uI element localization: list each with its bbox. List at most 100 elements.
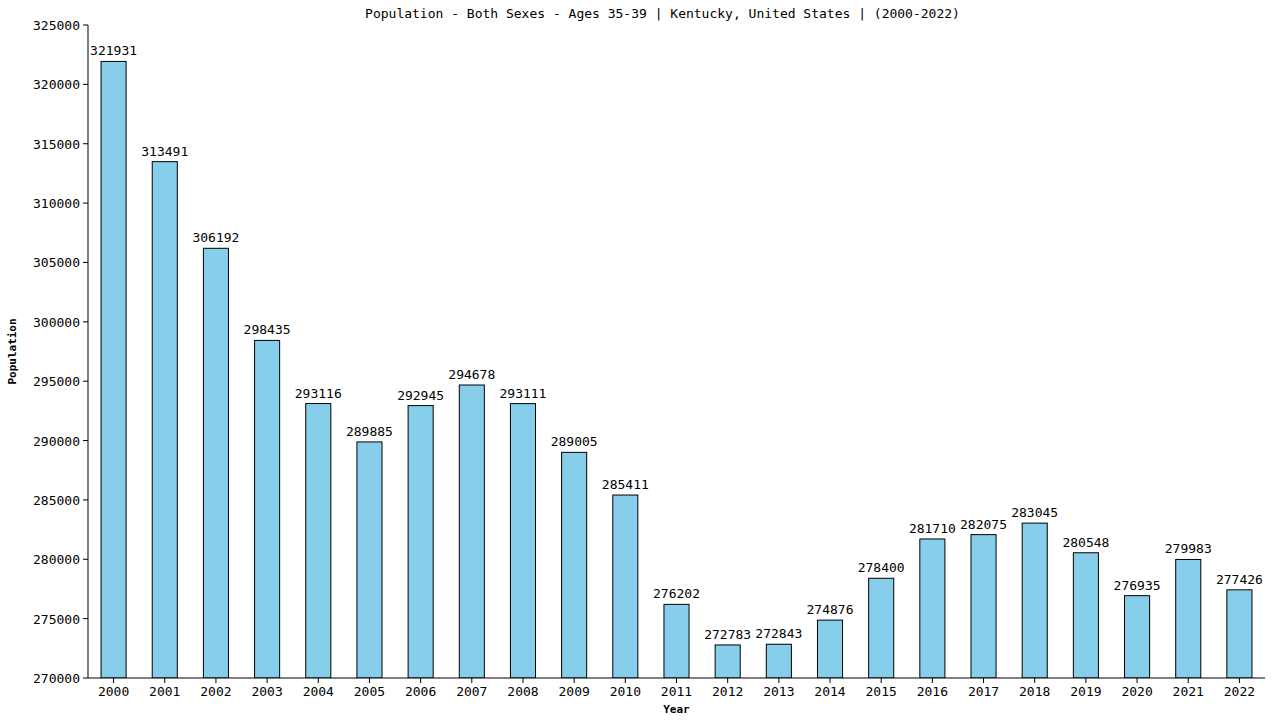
y-tick xyxy=(83,25,88,26)
bar xyxy=(1176,559,1201,678)
chart: Population - Both Sexes - Ages 35-39 | K… xyxy=(0,0,1280,720)
x-tick-label: 2022 xyxy=(1224,684,1255,699)
y-tick-label: 305000 xyxy=(33,255,80,270)
y-tick xyxy=(83,559,88,560)
x-tick xyxy=(1188,678,1189,683)
data-label: 277426 xyxy=(1216,572,1263,587)
bar xyxy=(255,340,280,678)
data-label: 274876 xyxy=(807,602,854,617)
x-tick-label: 2018 xyxy=(1019,684,1050,699)
x-tick-label: 2010 xyxy=(610,684,641,699)
data-label: 280548 xyxy=(1062,535,1109,550)
y-tick xyxy=(83,499,88,500)
bar xyxy=(562,452,587,678)
data-label: 306192 xyxy=(192,230,239,245)
data-label: 282075 xyxy=(960,517,1007,532)
x-tick xyxy=(369,678,370,683)
bar xyxy=(459,385,484,678)
bar xyxy=(715,645,740,678)
bar xyxy=(920,539,945,678)
x-tick xyxy=(318,678,319,683)
x-tick xyxy=(625,678,626,683)
x-tick-label: 2011 xyxy=(661,684,692,699)
x-tick xyxy=(932,678,933,683)
bar xyxy=(1073,553,1098,678)
y-tick xyxy=(83,143,88,144)
x-tick-label: 2001 xyxy=(149,684,180,699)
bar xyxy=(152,162,177,678)
x-tick-label: 2019 xyxy=(1070,684,1101,699)
y-tick xyxy=(83,84,88,85)
bar xyxy=(1022,523,1047,678)
data-label: 293116 xyxy=(295,386,342,401)
x-tick-label: 2000 xyxy=(98,684,129,699)
y-tick-label: 295000 xyxy=(33,374,80,389)
y-tick-label: 310000 xyxy=(33,196,80,211)
x-tick xyxy=(420,678,421,683)
bar xyxy=(971,535,996,678)
bar xyxy=(1125,596,1150,678)
y-tick-label: 275000 xyxy=(33,612,80,627)
x-tick xyxy=(881,678,882,683)
bar xyxy=(613,495,638,678)
x-tick xyxy=(1239,678,1240,683)
y-tick-label: 285000 xyxy=(33,493,80,508)
x-tick-label: 2007 xyxy=(456,684,487,699)
x-tick-label: 2013 xyxy=(763,684,794,699)
y-tick xyxy=(83,678,88,679)
x-tick-label: 2012 xyxy=(712,684,743,699)
y-tick xyxy=(83,203,88,204)
y-tick-label: 270000 xyxy=(33,671,80,686)
x-tick-label: 2014 xyxy=(814,684,845,699)
data-label: 272783 xyxy=(704,627,751,642)
bar xyxy=(306,404,331,678)
x-tick-label: 2002 xyxy=(200,684,231,699)
bar xyxy=(357,442,382,678)
data-label: 272843 xyxy=(755,626,802,641)
data-label: 285411 xyxy=(602,477,649,492)
x-tick xyxy=(676,678,677,683)
data-label: 293111 xyxy=(499,386,546,401)
x-tick xyxy=(522,678,523,683)
bar xyxy=(664,604,689,678)
y-axis xyxy=(88,25,89,678)
y-tick-label: 300000 xyxy=(33,315,80,330)
x-tick xyxy=(164,678,165,683)
data-label: 321931 xyxy=(90,43,137,58)
y-tick-label: 315000 xyxy=(33,137,80,152)
y-tick-label: 320000 xyxy=(33,77,80,92)
bar xyxy=(510,404,535,678)
y-tick xyxy=(83,381,88,382)
x-tick-label: 2006 xyxy=(405,684,436,699)
x-tick-label: 2016 xyxy=(917,684,948,699)
x-tick xyxy=(727,678,728,683)
data-label: 279983 xyxy=(1165,541,1212,556)
y-tick-label: 290000 xyxy=(33,434,80,449)
data-label: 276202 xyxy=(653,586,700,601)
x-tick-label: 2020 xyxy=(1121,684,1152,699)
y-tick xyxy=(83,321,88,322)
y-tick-label: 325000 xyxy=(33,18,80,33)
data-label: 281710 xyxy=(909,521,956,536)
bar xyxy=(203,248,228,678)
x-tick xyxy=(1034,678,1035,683)
data-label: 298435 xyxy=(244,322,291,337)
data-label: 276935 xyxy=(1114,578,1161,593)
bar xyxy=(1227,590,1252,678)
data-label: 289885 xyxy=(346,424,393,439)
x-tick-label: 2009 xyxy=(558,684,589,699)
x-tick xyxy=(574,678,575,683)
bar xyxy=(101,61,126,678)
x-tick xyxy=(113,678,114,683)
x-tick-label: 2015 xyxy=(866,684,897,699)
x-tick xyxy=(1137,678,1138,683)
x-axis-label: Year xyxy=(663,703,690,716)
x-tick xyxy=(778,678,779,683)
x-tick xyxy=(983,678,984,683)
x-tick-label: 2003 xyxy=(251,684,282,699)
x-tick-label: 2008 xyxy=(507,684,538,699)
bar xyxy=(869,578,894,678)
y-tick xyxy=(83,262,88,263)
x-tick-label: 2021 xyxy=(1173,684,1204,699)
data-label: 292945 xyxy=(397,388,444,403)
